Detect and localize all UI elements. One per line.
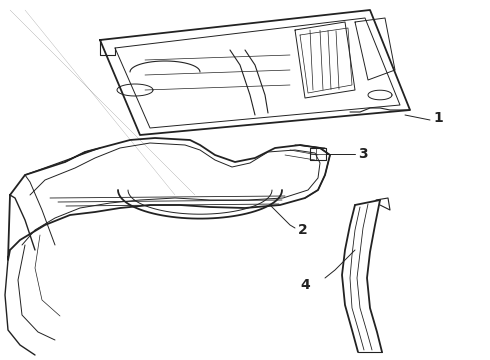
Text: 2: 2 [298,223,308,237]
Text: 1: 1 [433,111,443,125]
Text: 4: 4 [300,278,310,292]
Text: 3: 3 [358,147,368,161]
